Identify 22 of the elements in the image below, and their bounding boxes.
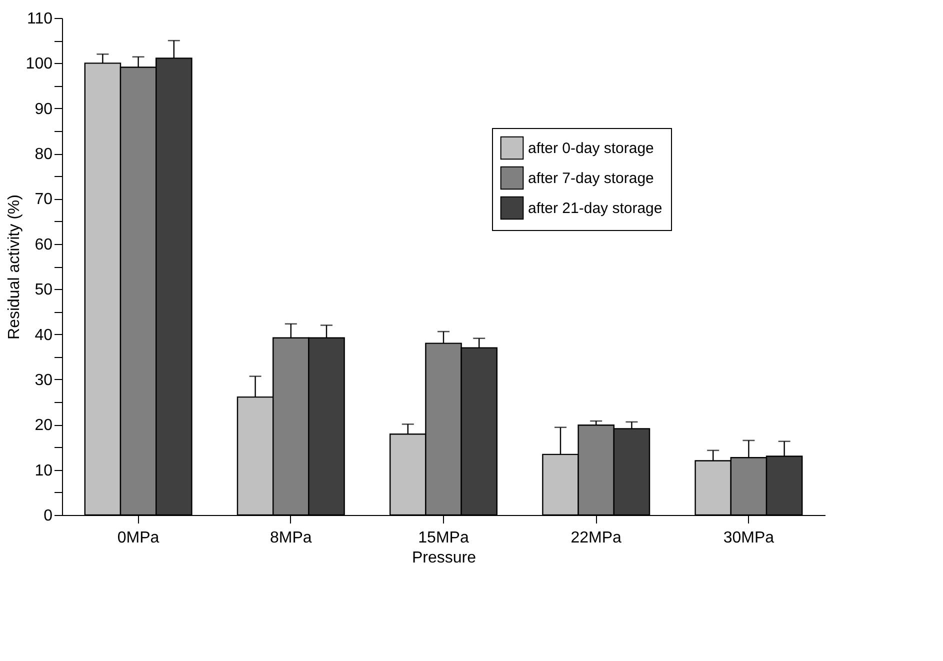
- y-tick-label: 40: [34, 326, 53, 344]
- y-tick-label: 70: [34, 191, 53, 208]
- y-tick-label: 20: [34, 417, 53, 434]
- y-tick-label: 30: [34, 372, 53, 389]
- y-tick-label: 100: [26, 56, 53, 73]
- x-tick-label: 30MPa: [723, 530, 774, 546]
- x-axis-title: Pressure: [412, 550, 476, 566]
- y-tick-label: 90: [34, 100, 53, 118]
- y-tick-label: 50: [34, 282, 53, 299]
- y-tick-label: 110: [26, 10, 53, 28]
- legend-label: after 7-day storage: [528, 170, 654, 187]
- x-tick-label: 0MPa: [117, 530, 160, 546]
- y-axis-title: Residual activity (%): [6, 194, 23, 340]
- legend-label: after 21-day storage: [528, 200, 662, 217]
- y-tick-label: 0: [44, 508, 53, 524]
- legend-label: after 0-day storage: [528, 140, 654, 157]
- x-tick-label: 8MPa: [270, 530, 312, 546]
- y-tick-label: 60: [34, 236, 53, 254]
- x-tick-label: 15MPa: [418, 530, 469, 546]
- y-tick-label: 10: [34, 462, 53, 480]
- x-tick-label: 22MPa: [570, 530, 622, 546]
- y-tick-label: 80: [34, 146, 53, 164]
